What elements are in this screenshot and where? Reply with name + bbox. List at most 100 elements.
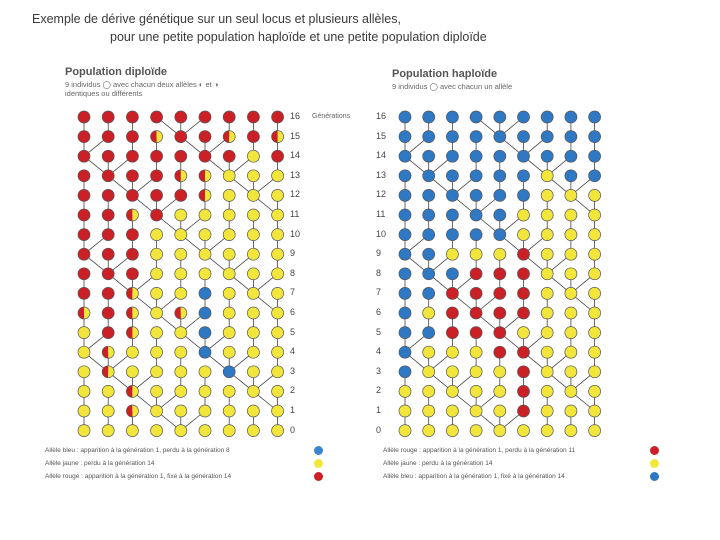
diploid-individual-yellow [77, 326, 91, 339]
haploid-individual-blue [517, 169, 530, 183]
diploid-individual-yellow [271, 228, 284, 241]
haploid-individual-red [517, 287, 530, 300]
haploid-individual-blue [422, 169, 436, 183]
generation-label: 2 [376, 385, 382, 396]
diploid-individual-red [198, 110, 212, 124]
generation-label: 13 [376, 169, 387, 180]
haploid-individual-red [469, 326, 483, 339]
diploid-individual-blue [198, 345, 212, 359]
diploid-individual-yellow [101, 424, 115, 437]
diploid-individual-yellow [150, 287, 163, 300]
generation-label: 0 [290, 424, 296, 435]
diploid-individual-yellow [198, 267, 212, 281]
generation-label: 5 [290, 326, 296, 337]
haploid-individual-blue [469, 228, 483, 241]
diploid-individual-red [77, 130, 91, 143]
diploid-individual-yellow [174, 228, 188, 241]
generation-label: 15 [376, 130, 387, 141]
haploid-title: Population haploïde [392, 68, 498, 80]
diploid-individual-yellow [174, 247, 188, 261]
diploid-individual-yellow [150, 267, 163, 281]
haploid-individual-red [469, 306, 483, 320]
diploid-individual-yellow [174, 326, 188, 339]
diploid-individual-yellow [174, 385, 188, 398]
generation-label: 6 [376, 307, 382, 317]
haploid-individual-yellow [564, 189, 578, 202]
haploid-individual-blue [422, 110, 436, 124]
haploid-individual-red [446, 306, 459, 320]
diploid-individual-yellow [77, 365, 91, 379]
generation-label: 5 [376, 326, 382, 337]
haploid-individual-red [493, 267, 507, 281]
haploid-individual-yellow [517, 208, 530, 222]
diploid-individual-yellow [271, 385, 284, 398]
diploid-individual-yellow [271, 189, 284, 202]
diploid-individual-yellow [150, 424, 163, 437]
generation-label: 1 [376, 405, 382, 415]
haploid-individual-yellow [540, 208, 554, 222]
haploid-individual-yellow [564, 306, 578, 320]
haploid-individual-yellow [564, 267, 578, 281]
diploid-individual-yellow [271, 169, 284, 183]
haploid-individual-yellow [446, 404, 459, 418]
diploid-individual-yellow [247, 247, 260, 261]
haploid-individual-blue [540, 149, 554, 163]
diploid-individual-yellow [222, 287, 236, 300]
diploid-individual-yellow [222, 189, 236, 202]
generation-label: 12 [376, 189, 387, 200]
haploid-individual-blue [422, 130, 436, 143]
diploid-individual-red [101, 110, 115, 124]
haploid-individual-yellow [446, 345, 459, 359]
diploid-individual-red [126, 149, 139, 163]
haploid-individual-yellow [564, 424, 578, 437]
haploid-individual-red [469, 267, 483, 281]
generation-label: 0 [376, 424, 382, 435]
generation-label: 2 [290, 385, 296, 396]
legend-swatch-icon [650, 459, 659, 468]
diploid-individual-yellow [174, 267, 188, 281]
haploid-individual-blue [398, 365, 412, 379]
diploid-individual-yellow [271, 267, 284, 281]
haploid-individual-blue [446, 267, 459, 281]
haploid-individual-yellow [588, 365, 601, 379]
generation-label: 14 [290, 150, 301, 161]
diploid-individual-red [174, 189, 188, 202]
diploid-individual-red [174, 130, 188, 143]
generation-label: 3 [376, 365, 382, 376]
diploid-individual-yellow [247, 169, 260, 183]
generation-label: 8 [376, 267, 382, 278]
haploid-individual-yellow [564, 247, 578, 261]
haploid-individual-yellow [588, 189, 601, 202]
haploid-individual-blue [493, 149, 507, 163]
generation-label: 11 [376, 209, 386, 219]
haploid-individual-blue [517, 189, 530, 202]
haploid-individual-blue [398, 326, 412, 339]
haploid-individual-yellow [517, 326, 530, 339]
figure-title-line2: pour une petite population haploïde et u… [110, 30, 487, 44]
generation-label: 7 [376, 287, 382, 298]
diploid-subtitle-2: identiques ou différents [65, 89, 143, 98]
diploid-individual-red [101, 326, 115, 339]
haploid-individual-blue [422, 287, 436, 300]
haploid-individual-yellow [422, 404, 436, 418]
diploid-individual-yellow [222, 326, 236, 339]
haploid-individual-blue [398, 208, 412, 222]
legend-text: Allèle bleu : apparition à la génération… [383, 473, 565, 480]
haploid-individual-blue [588, 169, 601, 183]
haploid-individual-yellow [398, 385, 412, 398]
haploid-individual-red [517, 385, 530, 398]
diploid-individual-yellow [222, 247, 236, 261]
haploid-individual-yellow [588, 306, 601, 320]
legend-text: Allèle bleu : apparition à la génération… [45, 447, 230, 454]
haploid-individual-yellow [564, 385, 578, 398]
haploid-individual-yellow [493, 404, 507, 418]
haploid-individual-yellow [540, 306, 554, 320]
diploid-individual-red [77, 247, 91, 261]
diploid-individual-red [126, 267, 139, 281]
haploid-individual-yellow [588, 287, 601, 300]
haploid-individual-yellow [564, 326, 578, 339]
diploid-individual-red [77, 228, 91, 241]
diploid-individual-yellow [198, 247, 212, 261]
diploid-individual-yellow [222, 424, 236, 437]
haploid-individual-red [446, 287, 459, 300]
